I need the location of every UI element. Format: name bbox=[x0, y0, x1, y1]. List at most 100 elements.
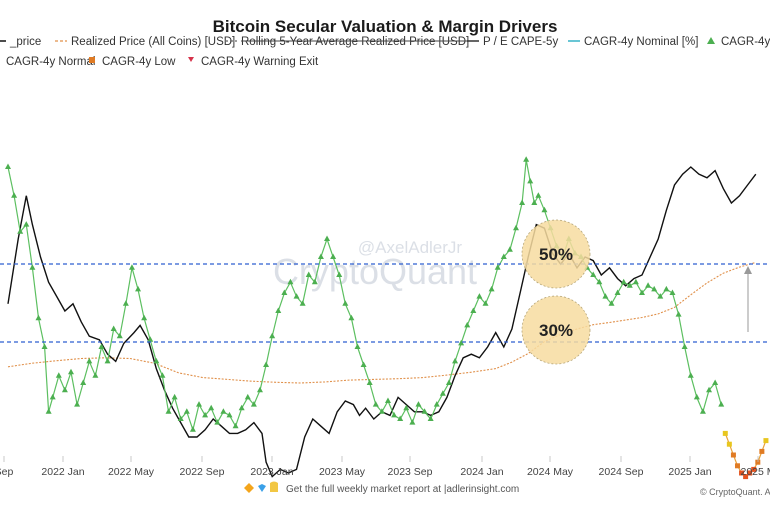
cagr-marker bbox=[35, 314, 42, 321]
cagr-marker bbox=[226, 411, 233, 418]
x-tick-label: 2025 Jan bbox=[668, 466, 711, 478]
cagr-marker bbox=[614, 289, 621, 295]
x-tick-label: 2022 May bbox=[108, 466, 155, 478]
cagr-marker bbox=[464, 321, 471, 328]
cagr-marker bbox=[602, 293, 609, 299]
cagr-marker bbox=[488, 285, 495, 292]
cagr-marker bbox=[638, 289, 645, 295]
legend-item[interactable]: P / E CAPE-5y bbox=[467, 36, 558, 48]
cagr-marker bbox=[171, 393, 178, 400]
cagr-marker bbox=[147, 336, 154, 342]
cagr-marker bbox=[541, 206, 548, 213]
cagr-marker bbox=[287, 278, 294, 285]
cagr-low-marker bbox=[763, 438, 769, 444]
cagr-marker bbox=[360, 361, 367, 367]
cagr-marker bbox=[67, 368, 74, 375]
legend-item[interactable]: CAGR-4y bbox=[707, 36, 770, 48]
cagr-marker bbox=[590, 271, 597, 277]
plot-area: @AxelAdlerJr CryptoQuant 50% 30% bbox=[0, 156, 770, 480]
cagr-marker bbox=[135, 285, 142, 292]
cagr-marker bbox=[513, 224, 519, 231]
x-axis: Sep 2022 Jan 2022 May 2022 Sep 2023 Jan 2023 … bbox=[0, 456, 770, 478]
cagr-marker bbox=[354, 343, 361, 349]
cagr-marker bbox=[482, 300, 489, 306]
cagr-marker bbox=[415, 401, 422, 407]
cagr-marker bbox=[208, 404, 215, 411]
cagr-marker bbox=[17, 228, 24, 234]
cagr-marker bbox=[718, 401, 725, 407]
cagr-marker bbox=[104, 357, 111, 364]
legend-item[interactable]: CAGR-4y Low bbox=[89, 56, 176, 68]
cagr-low-marker bbox=[739, 470, 745, 476]
cagr-marker bbox=[189, 426, 196, 432]
legend-item[interactable]: CAGR-4y Nominal [%] bbox=[568, 36, 698, 48]
cagr-marker bbox=[55, 372, 62, 378]
series-layer bbox=[5, 156, 769, 480]
cagr-marker bbox=[214, 419, 221, 425]
cagr-marker bbox=[500, 253, 507, 259]
legend-item[interactable]: CAGR-4y Normal bbox=[0, 56, 95, 68]
x-tick-label: 2024 Sep bbox=[599, 466, 644, 478]
cagr-marker bbox=[122, 300, 129, 306]
cagr-marker bbox=[299, 300, 306, 306]
value-badge: 50% bbox=[521, 219, 591, 289]
reference-lines bbox=[0, 263, 770, 343]
cagr-marker bbox=[626, 282, 633, 288]
cagr-marker bbox=[439, 390, 446, 396]
cagr-marker bbox=[645, 282, 652, 288]
x-tick-label: 2023 May bbox=[319, 466, 366, 478]
cagr-marker bbox=[92, 372, 99, 378]
cagr-marker bbox=[632, 278, 639, 285]
cagr-marker bbox=[110, 325, 117, 331]
cagr-marker bbox=[651, 285, 658, 292]
cagr-marker bbox=[427, 415, 434, 421]
x-tick-label: 2022 Sep bbox=[180, 466, 225, 478]
cagr-marker bbox=[116, 332, 123, 339]
cagr-marker bbox=[293, 293, 300, 299]
cagr-marker bbox=[403, 404, 410, 411]
legend-swatch bbox=[188, 57, 194, 62]
legend-label: CAGR-4y Warning Exit bbox=[201, 56, 319, 68]
cagr-marker bbox=[519, 199, 526, 205]
cagr-marker bbox=[531, 199, 538, 205]
legend-item[interactable]: Realized Price (All Coins) [USD] bbox=[55, 36, 235, 48]
cagr-marker bbox=[378, 408, 385, 414]
legend-item[interactable]: CAGR-4y Warning Exit bbox=[188, 56, 319, 68]
watermark-brand: CryptoQuant bbox=[273, 251, 477, 292]
cagr-marker bbox=[348, 314, 355, 321]
cagr-marker bbox=[421, 408, 428, 414]
cagr-marker bbox=[74, 401, 81, 407]
cagr-marker bbox=[98, 343, 105, 349]
cagr-marker bbox=[494, 264, 501, 270]
legend-item[interactable]: _price bbox=[0, 36, 41, 48]
cagr-marker bbox=[250, 401, 257, 407]
cagr-marker bbox=[177, 415, 184, 421]
cagr-marker bbox=[506, 246, 513, 252]
legend-item[interactable]: Rolling 5-Year Average Realized Price [U… bbox=[225, 36, 470, 48]
cagr-marker bbox=[244, 393, 251, 400]
cagr-marker bbox=[608, 300, 615, 306]
series-pe-cape bbox=[7, 166, 757, 478]
cagr-marker bbox=[305, 271, 312, 277]
cagr-marker bbox=[669, 289, 676, 295]
cagr-marker bbox=[153, 357, 160, 364]
cagr-marker bbox=[342, 300, 349, 306]
cagr-low-marker bbox=[759, 448, 765, 454]
cagr-marker bbox=[159, 372, 166, 378]
cagr-marker bbox=[687, 372, 694, 378]
cagr-low-marker bbox=[751, 466, 757, 472]
cagr-marker bbox=[397, 415, 404, 421]
cagr-marker bbox=[523, 156, 530, 162]
legend-label: P / E CAPE-5y bbox=[483, 36, 558, 48]
cagr-marker bbox=[128, 264, 135, 270]
cagr-marker bbox=[49, 393, 56, 400]
cagr-marker bbox=[232, 422, 239, 429]
x-tick-label: 2023 Sep bbox=[388, 466, 433, 478]
cagr-marker bbox=[41, 343, 48, 349]
cagr-marker bbox=[141, 314, 148, 321]
cagr-marker bbox=[324, 235, 331, 241]
cagr-marker bbox=[391, 411, 398, 418]
cagr-low-marker bbox=[755, 459, 761, 465]
x-tick-label: 2023 Jan bbox=[250, 466, 293, 478]
